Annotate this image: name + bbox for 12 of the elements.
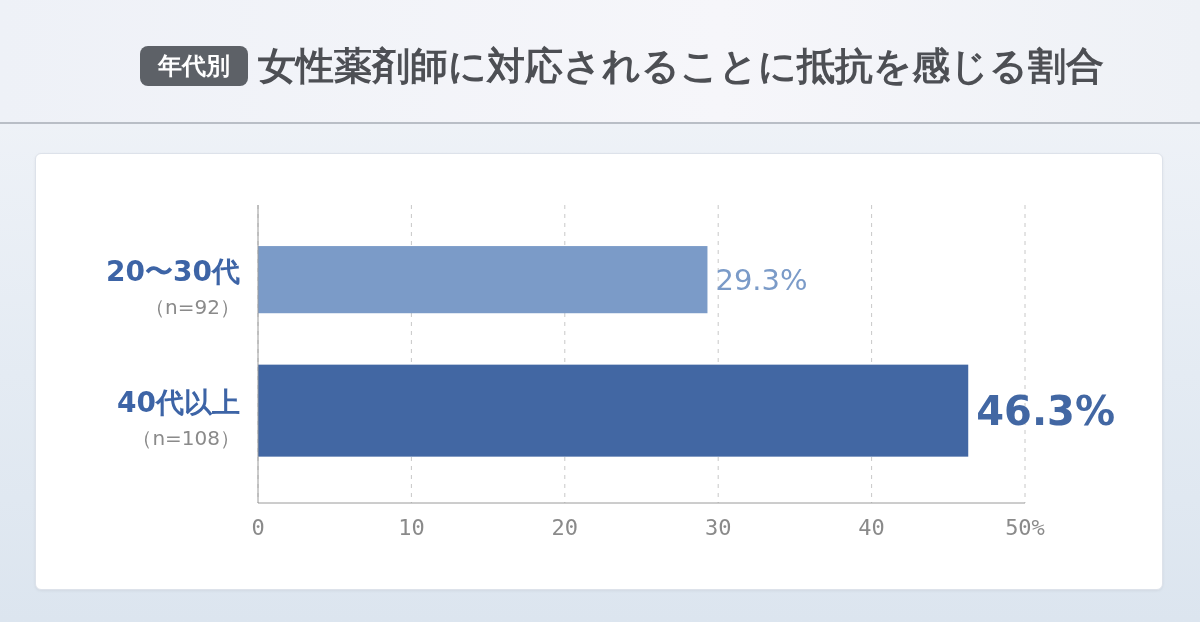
data-label: 29.3%: [715, 263, 808, 298]
chart-title: 女性薬剤師に対応されることに抵抗を感じる割合: [258, 43, 1104, 90]
x-tick-label: 10: [398, 514, 425, 540]
x-tick-label: 30: [704, 514, 732, 540]
y-tick-label: 20〜30代（n=92）: [106, 254, 240, 319]
x-tick-label: 0: [251, 514, 265, 540]
chart-subtitle: 年代別: [140, 46, 248, 86]
x-tick-label: 40: [858, 514, 885, 540]
data-label: 46.3%: [976, 388, 1116, 435]
y-tick-label: 40代以上（n=108）: [117, 385, 240, 450]
x-tick-label: 20: [551, 514, 579, 540]
x-tick-label: 50%: [1005, 514, 1045, 540]
